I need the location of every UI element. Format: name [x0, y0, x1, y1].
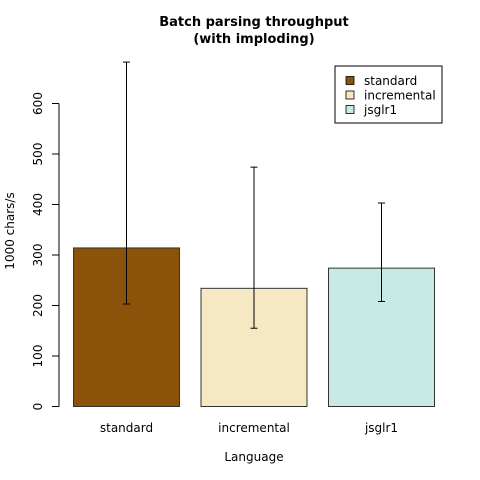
y-tick-label: 200 [31, 294, 45, 317]
y-tick-label: 500 [31, 143, 45, 166]
legend-swatch-standard [345, 76, 355, 85]
chart-subtitle: (with imploding) [193, 32, 314, 47]
y-tick-label: 600 [31, 92, 45, 115]
error-bar-jsglr1 [378, 202, 385, 302]
y-axis-label: 1000 chars/s [3, 192, 17, 269]
error-bar-standard [123, 61, 130, 305]
x-axis-label: Language [224, 450, 283, 464]
y-tick-label: 300 [31, 244, 45, 267]
legend-label-jsglr1: jsglr1 [363, 103, 397, 117]
x-tick-labels: standard incremental jsglr1 [100, 421, 398, 435]
x-tick-label: incremental [218, 421, 290, 435]
legend-label-incremental: incremental [364, 89, 436, 103]
chart-title: Batch parsing throughput [159, 15, 349, 30]
y-tick-label: 400 [31, 193, 45, 216]
legend-label-standard: standard [364, 74, 417, 88]
y-tick-label: 0 [31, 403, 45, 411]
y-axis: 0 100 200 300 400 500 600 [31, 92, 60, 411]
legend-swatch-incremental [345, 90, 355, 100]
y-tick-label: 100 [31, 345, 45, 368]
error-bars [123, 61, 385, 329]
legend-swatch-jsglr1 [345, 105, 355, 114]
error-bar-incremental [250, 166, 258, 329]
x-tick-label: jsglr1 [364, 421, 398, 435]
x-tick-label: standard [100, 421, 153, 435]
